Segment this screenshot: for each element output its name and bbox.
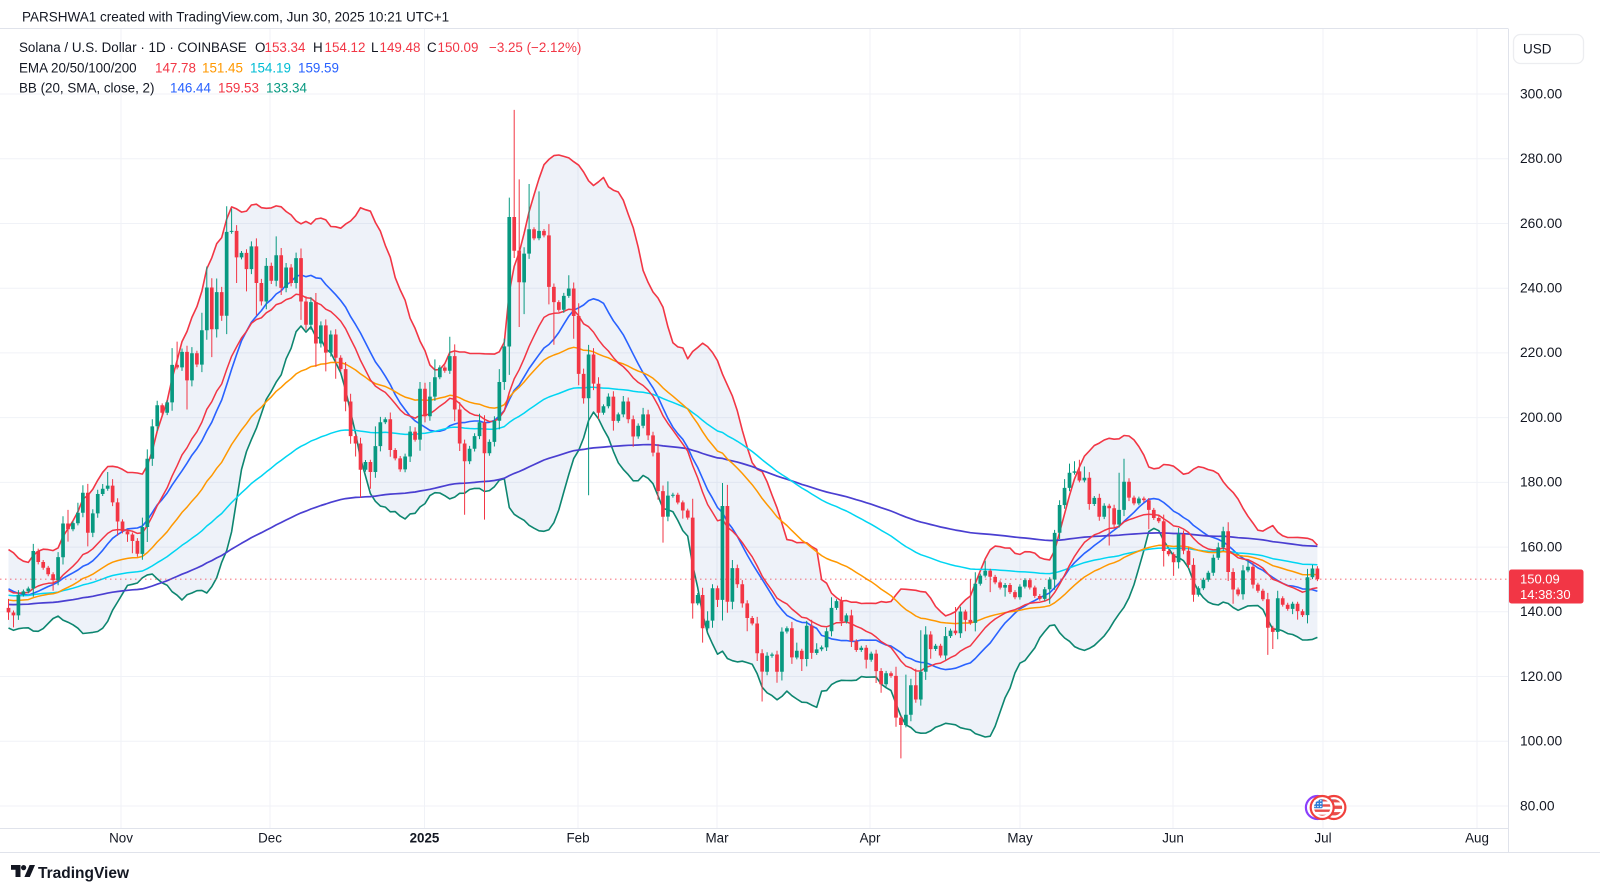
svg-text:159.53: 159.53 bbox=[218, 81, 259, 96]
svg-text:Apr: Apr bbox=[860, 831, 881, 846]
svg-text:May: May bbox=[1007, 831, 1033, 846]
svg-text:133.34: 133.34 bbox=[266, 81, 308, 96]
svg-text:160.00: 160.00 bbox=[1520, 539, 1563, 554]
svg-text:USD: USD bbox=[1523, 42, 1552, 57]
svg-text:100.00: 100.00 bbox=[1520, 734, 1563, 749]
svg-text:Jul: Jul bbox=[1314, 831, 1331, 846]
svg-text:O: O bbox=[255, 40, 265, 55]
svg-text:140.00: 140.00 bbox=[1520, 604, 1563, 619]
svg-text:159.59: 159.59 bbox=[298, 61, 339, 76]
svg-text:TradingView: TradingView bbox=[38, 865, 130, 882]
svg-text:Solana / U.S. Dollar · 1D · CO: Solana / U.S. Dollar · 1D · COINBASE bbox=[19, 40, 247, 55]
svg-text:Mar: Mar bbox=[705, 831, 729, 846]
svg-text:PARSHWA1 created with TradingV: PARSHWA1 created with TradingView.com, J… bbox=[22, 10, 449, 25]
svg-text:80.00: 80.00 bbox=[1520, 798, 1555, 813]
svg-text:Nov: Nov bbox=[109, 831, 133, 846]
svg-text:Jun: Jun bbox=[1162, 831, 1184, 846]
svg-text:153.34: 153.34 bbox=[265, 40, 307, 55]
svg-text:L: L bbox=[371, 40, 378, 55]
svg-text:154.12: 154.12 bbox=[325, 40, 366, 55]
svg-text:H: H bbox=[313, 40, 323, 55]
svg-text:14:38:30: 14:38:30 bbox=[1520, 587, 1571, 602]
svg-text:180.00: 180.00 bbox=[1520, 475, 1563, 490]
svg-text:Aug: Aug bbox=[1465, 831, 1489, 846]
svg-text:146.44: 146.44 bbox=[170, 81, 212, 96]
svg-text:Feb: Feb bbox=[566, 831, 589, 846]
svg-text:150.09: 150.09 bbox=[1520, 572, 1560, 587]
svg-text:151.45: 151.45 bbox=[202, 61, 243, 76]
svg-text:154.19: 154.19 bbox=[250, 61, 291, 76]
svg-text:−3.25 (−2.12%): −3.25 (−2.12%) bbox=[489, 40, 581, 55]
svg-text:BB (20, SMA, close, 2): BB (20, SMA, close, 2) bbox=[19, 81, 154, 96]
svg-text:Dec: Dec bbox=[258, 831, 282, 846]
svg-text:C: C bbox=[427, 40, 437, 55]
svg-text:EMA 20/50/100/200: EMA 20/50/100/200 bbox=[19, 61, 137, 76]
svg-text:280.00: 280.00 bbox=[1520, 151, 1563, 166]
svg-text:300.00: 300.00 bbox=[1520, 86, 1563, 101]
svg-text:150.09: 150.09 bbox=[438, 40, 479, 55]
svg-text:220.00: 220.00 bbox=[1520, 345, 1563, 360]
svg-text:147.78: 147.78 bbox=[155, 61, 196, 76]
svg-text:240.00: 240.00 bbox=[1520, 281, 1563, 296]
svg-text:260.00: 260.00 bbox=[1520, 216, 1563, 231]
svg-text:149.48: 149.48 bbox=[380, 40, 421, 55]
svg-text:200.00: 200.00 bbox=[1520, 410, 1563, 425]
svg-text:120.00: 120.00 bbox=[1520, 669, 1563, 684]
svg-text:2025: 2025 bbox=[410, 831, 440, 846]
